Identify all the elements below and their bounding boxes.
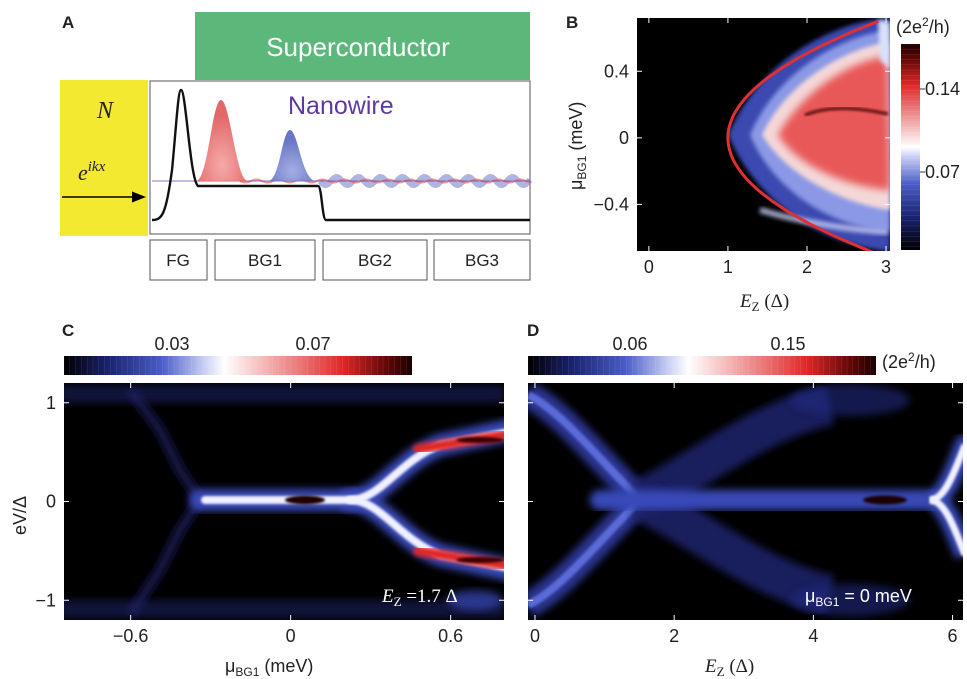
colorbar-b xyxy=(901,44,920,250)
d-zbp-peak xyxy=(863,495,907,505)
colorbar-b-stripes xyxy=(901,43,920,248)
d-lower-glow xyxy=(630,482,835,615)
colorbar-d-unit: (2e2/h) xyxy=(882,350,936,372)
b-x-ticks: 0 1 2 3 xyxy=(644,18,891,277)
colorbar-b-unit: (2e2/h) xyxy=(896,15,950,37)
d-upper-glow xyxy=(630,385,835,518)
colorbar-d-stripes xyxy=(527,356,871,375)
b-y-ticks: −0.4 0 0.4 xyxy=(593,61,890,214)
potential-profile xyxy=(151,88,530,222)
x-tick-label: 4 xyxy=(808,626,818,646)
d-annotation: μBG1 = 0 meV xyxy=(805,586,912,609)
peak-blue xyxy=(268,130,316,181)
b-xlabel: EZ (Δ) xyxy=(739,291,789,314)
y-tick-label: −1 xyxy=(35,590,56,610)
gate-bg1 xyxy=(214,239,316,281)
colorbar-b-label-hi: 0.14 xyxy=(925,79,960,99)
topo-corner xyxy=(878,20,890,70)
colorbar-b-label-lo: 0.07 xyxy=(925,162,960,182)
superconductor-block xyxy=(195,12,530,80)
panel-a-letter: A xyxy=(62,13,74,32)
x-tick-label: 3 xyxy=(881,257,891,277)
c-x-ticks: −0.6 0 0.6 xyxy=(113,383,463,646)
arrow-head xyxy=(132,191,146,203)
x-tick-label: 2 xyxy=(669,626,679,646)
panel-a: A Superconductor N eikx Nanowire FG BG1 … xyxy=(60,12,533,281)
heatmap-d-content xyxy=(528,383,963,617)
topo-dark-streak xyxy=(804,107,889,117)
panel-c-letter: C xyxy=(62,321,74,340)
topo-region-red xyxy=(778,56,890,190)
c-y-ticks: −1 0 1 xyxy=(35,393,504,610)
y-tick-label: −0.4 xyxy=(593,194,629,214)
colorbar-d-label-lo: 0.06 xyxy=(612,334,647,354)
x-tick-label: 1 xyxy=(723,257,733,277)
c-lower-peak xyxy=(456,557,504,563)
topological-boundary-curve xyxy=(726,19,879,251)
y-tick-label: 0.4 xyxy=(604,61,629,81)
colorbar-d-label-hi: 0.15 xyxy=(770,334,805,354)
topo-light-streak xyxy=(759,207,889,235)
heatmap-b-content xyxy=(726,18,890,251)
gate-label-bg3: BG3 xyxy=(465,251,499,270)
y-tick-label: 1 xyxy=(46,393,56,413)
d-xlabel: EZ (Δ) xyxy=(704,656,754,679)
c-upper-peak xyxy=(456,437,504,443)
y-tick-label: 0 xyxy=(619,128,629,148)
x-tick-label: 2 xyxy=(802,257,812,277)
gate-label-bg2: BG2 xyxy=(358,251,392,270)
nanowire-label: Nanowire xyxy=(288,92,394,120)
d-bottom-blob xyxy=(790,584,910,616)
wave-label: eikx xyxy=(78,159,106,185)
d-y-ticks xyxy=(528,402,963,601)
colorbar-c-stripes xyxy=(63,356,407,375)
c-annotation: EZ =1.7 Δ xyxy=(381,586,458,609)
panel-b: B 0 1 2 3 −0.4 0 0.4 EZ (Δ) μBG1 (meV) (2e2/h… xyxy=(566,13,960,314)
c-zbp-peak xyxy=(285,495,325,505)
d-x-ticks: 0 2 4 6 xyxy=(530,383,958,646)
normal-lead xyxy=(60,80,148,236)
gate-bg3 xyxy=(433,239,531,281)
gate-label-fg: FG xyxy=(166,251,190,270)
c-ylabel: eV/Δ xyxy=(10,496,30,535)
panel-b-letter: B xyxy=(566,13,578,32)
colorbar-d xyxy=(528,356,876,375)
superconductor-label: Superconductor xyxy=(266,32,450,62)
gate-bg2 xyxy=(322,239,428,281)
b-ylabel: μBG1 (meV) xyxy=(566,102,589,190)
panel-c: C 0.03 0.07 −0.6 0 0.6 −1 0 1 EZ =1.7 Δ μBG1… xyxy=(10,321,504,679)
d-top-blob xyxy=(790,384,910,416)
x-tick-label: 0.6 xyxy=(438,626,463,646)
c-top-band xyxy=(64,385,504,403)
colorbar-c xyxy=(64,356,412,375)
peak-red xyxy=(196,100,248,181)
gate-label-bg1: BG1 xyxy=(248,251,282,270)
nanowire-box xyxy=(149,80,531,235)
heatmap-c-content xyxy=(64,385,504,618)
c-bottom-band xyxy=(64,600,504,618)
x-tick-label: 0 xyxy=(286,626,296,646)
d-split-lower xyxy=(929,496,963,557)
colorbar-c-label-lo: 0.03 xyxy=(154,334,189,354)
x-tick-label: −0.6 xyxy=(113,626,149,646)
gate-fg xyxy=(149,239,208,281)
c-xlabel: μBG1 (meV) xyxy=(225,656,313,679)
panel-d: D 0.06 0.15 (2e2/h) 0 2 4 6 μBG1 = 0 meV EZ… xyxy=(527,321,963,679)
c-corner-blob xyxy=(447,590,503,610)
colorbar-c-label-hi: 0.07 xyxy=(295,334,330,354)
x-tick-label: 0 xyxy=(530,626,540,646)
y-tick-label: 0 xyxy=(46,492,56,512)
panel-d-letter: D xyxy=(527,321,539,340)
x-tick-label: 0 xyxy=(644,257,654,277)
lead-label: N xyxy=(96,98,115,124)
x-tick-label: 6 xyxy=(948,626,958,646)
